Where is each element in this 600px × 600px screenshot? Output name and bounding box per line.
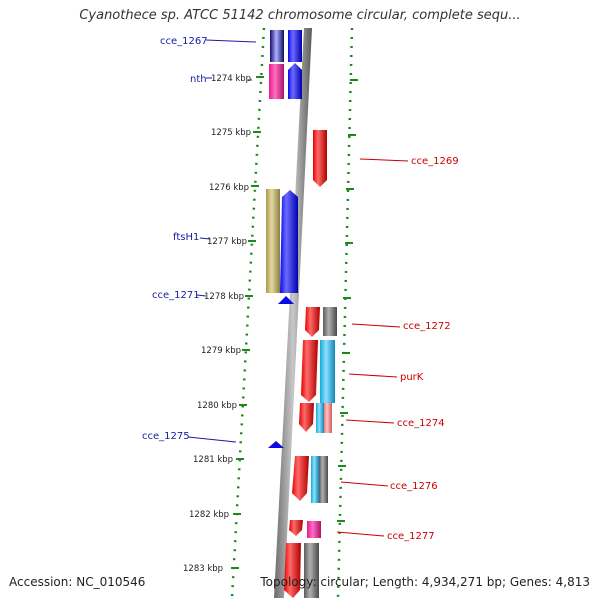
gene-cce-1277 [307,521,321,538]
tick-label-1279: 1279 kbp [201,346,241,356]
gene-cce-1267 [270,30,284,62]
gene-purK [320,340,335,403]
gene-label-cce-1275: cce_1275 [142,431,190,442]
gene-label-cce-1274: cce_1274 [397,418,445,429]
scale-ticks: 1274 kbp 1275 kbp 1276 kbp 1277 kbp 1278… [183,74,251,574]
left-gene-labels: cce_1267 nth ftsH1 cce_1271 cce_1275 [142,36,257,443]
gene-label-cce-1276: cce_1276 [390,481,438,492]
gene-cce-1275 [268,441,284,448]
tick-label-1276: 1276 kbp [209,183,249,193]
gene-label-purK: purK [400,372,424,383]
dotted-guide-left [230,27,266,599]
gene-olive [266,189,280,293]
genes [266,30,337,598]
topology-label: Topology: circular; Length: 4,934,271 bp… [260,575,590,589]
gene-label-ftsH1: ftsH1 [173,232,199,243]
tick-label-1280: 1280 kbp [197,401,237,411]
gene-red-1281 [292,456,309,501]
chromosome-backbone [274,28,312,598]
gene-red-1282 [289,520,303,536]
tick-label-1283: 1283 kbp [183,564,223,574]
gene-red-1280 [299,403,314,432]
gene-cce-1272-gray [323,307,337,336]
tick-label-1282: 1282 kbp [189,510,229,520]
gene-red-1283 [284,543,301,598]
gene-cce-1276 [319,456,328,503]
gene-red-1279 [301,340,318,402]
tick-label-1277: 1277 kbp [207,237,247,247]
accession-label: Accession: NC_010546 [9,575,146,589]
gene-cce-1274 [324,403,332,433]
gene-label-nth: nth [190,74,207,85]
dotted-guide-right [336,27,354,599]
right-gene-labels: cce_1269 cce_1272 purK cce_1274 cce_1276… [336,156,459,542]
tick-label-1275: 1275 kbp [211,128,251,138]
gene-ftsH1 [280,190,298,293]
gene-cce-1276-cyan [311,456,319,503]
gene-label-cce-1269: cce_1269 [411,156,459,167]
tick-label-1278: 1278 kbp [204,292,244,302]
gene-cce-1271 [278,296,294,304]
gene-gray-1283 [304,543,319,598]
gene-label-cce-1272: cce_1272 [403,321,451,332]
gene-label-cce-1267: cce_1267 [160,36,208,47]
page-title: Cyanothece sp. ATCC 51142 chromosome cir… [79,8,521,23]
gene-cce-1272 [305,307,320,337]
gene-cce-1274-cyan [316,403,324,433]
gene-cce-1269 [313,130,327,187]
gene-cce-1268 [288,30,302,62]
tick-label-1274: 1274 kbp [211,74,251,84]
gene-nth [288,63,302,99]
guide-ticks [231,76,358,569]
gene-label-cce-1277: cce_1277 [387,531,435,542]
gene-nth-left [269,64,284,99]
tick-label-1281: 1281 kbp [193,455,233,465]
gene-label-cce-1271: cce_1271 [152,290,200,301]
